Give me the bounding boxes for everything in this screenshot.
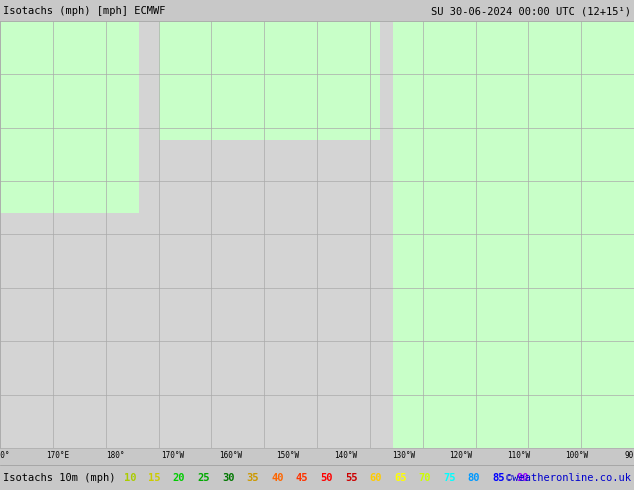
Text: 110°W: 110°W xyxy=(507,451,530,460)
Text: 10: 10 xyxy=(124,473,136,483)
Text: 180°: 180° xyxy=(106,451,124,460)
Text: 130°W: 130°W xyxy=(392,451,415,460)
Text: 50: 50 xyxy=(320,473,333,483)
Text: 40: 40 xyxy=(271,473,283,483)
Text: 150°W: 150°W xyxy=(276,451,300,460)
Text: 160°W: 160°W xyxy=(219,451,242,460)
Text: 90: 90 xyxy=(517,473,529,483)
Text: 25: 25 xyxy=(197,473,210,483)
Text: 170°E: 170°E xyxy=(46,451,69,460)
Text: 30: 30 xyxy=(222,473,235,483)
Text: SU 30-06-2024 00:00 UTC (12+15¹): SU 30-06-2024 00:00 UTC (12+15¹) xyxy=(432,6,631,16)
Text: 120°W: 120°W xyxy=(450,451,473,460)
Text: 70: 70 xyxy=(418,473,431,483)
Text: Isotachs (mph) [mph] ECMWF: Isotachs (mph) [mph] ECMWF xyxy=(3,6,165,16)
Text: 80: 80 xyxy=(468,473,480,483)
FancyBboxPatch shape xyxy=(158,21,380,140)
FancyBboxPatch shape xyxy=(0,21,139,213)
Text: 85: 85 xyxy=(492,473,505,483)
FancyBboxPatch shape xyxy=(393,21,634,448)
Text: 55: 55 xyxy=(345,473,358,483)
Text: 35: 35 xyxy=(247,473,259,483)
Text: 45: 45 xyxy=(295,473,308,483)
Text: 65: 65 xyxy=(394,473,406,483)
Text: 75: 75 xyxy=(443,473,456,483)
Text: 140°W: 140°W xyxy=(334,451,358,460)
Text: 100°W: 100°W xyxy=(565,451,588,460)
Text: ©weatheronline.co.uk: ©weatheronline.co.uk xyxy=(507,473,631,483)
Text: 180°: 180° xyxy=(0,451,10,460)
Text: 90°W: 90°W xyxy=(624,451,634,460)
Text: 20: 20 xyxy=(173,473,185,483)
Text: Isotachs 10m (mph): Isotachs 10m (mph) xyxy=(3,473,115,483)
Text: 60: 60 xyxy=(370,473,382,483)
Text: 170°W: 170°W xyxy=(161,451,184,460)
Text: 15: 15 xyxy=(148,473,161,483)
